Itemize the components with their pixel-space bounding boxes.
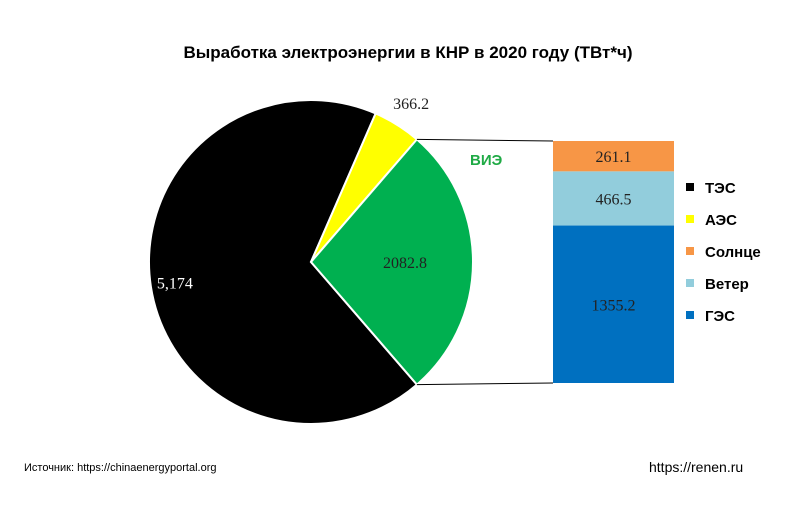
legend-swatch-солнце [686, 247, 694, 255]
legend-label-гэс: ГЭС [705, 308, 735, 325]
bar-label-ветер: 466.5 [596, 191, 632, 208]
site-link[interactable]: https://renen.ru [649, 459, 743, 475]
bar-label-солнце: 261.1 [596, 149, 632, 166]
legend-label-аэс: АЭС [705, 212, 737, 229]
bar-segment-гэс [553, 225, 674, 383]
pie-chart: 5,174 366.2 2082.8 [148, 96, 474, 425]
breakdown-title: ВИЭ [470, 152, 503, 169]
bar-segment-ветер [553, 171, 674, 226]
bar-label-гэс: 1355.2 [592, 297, 636, 314]
legend-swatch-аэс [686, 215, 694, 223]
connector-line-top [416, 138, 554, 142]
pie-label-аэс: 366.2 [393, 96, 429, 113]
chart-title: Выработка электроэнергии в КНР в 2020 го… [183, 43, 632, 62]
source-note: Источник: https://chinaenergyportal.org [24, 462, 217, 474]
legend-label-тэс: ТЭС [705, 180, 736, 197]
pie-label-тэс: 5,174 [157, 276, 193, 293]
legend: ТЭС АЭС Солнце Ветер ГЭС [686, 180, 761, 325]
legend-swatch-тэс [686, 183, 694, 191]
legend-label-ветер: Ветер [705, 276, 749, 293]
legend-swatch-гэс [686, 311, 694, 319]
legend-label-солнце: Солнце [705, 244, 761, 261]
pie-slice-виэ [309, 137, 474, 387]
breakdown-bar: 1355.2 466.5 261.1 [553, 141, 674, 383]
connector-line-bottom [416, 382, 554, 386]
breakdown-connector [416, 138, 554, 386]
bar-segment-солнце [553, 141, 674, 172]
legend-swatch-ветер [686, 279, 694, 287]
pie-label-виэ: 2082.8 [383, 255, 427, 272]
pie-slice-тэс [148, 99, 419, 425]
